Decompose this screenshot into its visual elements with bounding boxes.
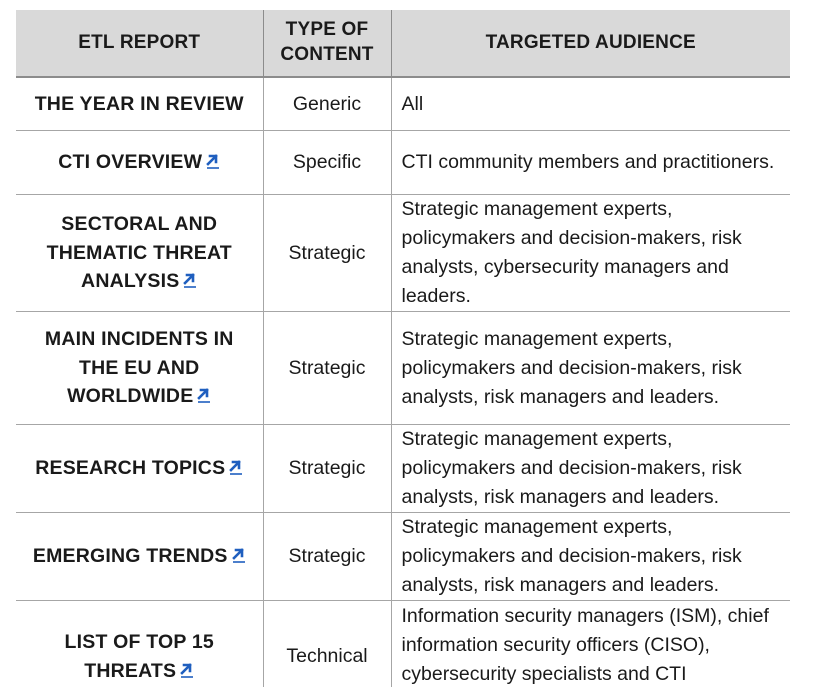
table-row: MAIN INCIDENTS IN THE EU AND WORLDWIDE S… bbox=[16, 311, 790, 425]
external-link-arrow-icon[interactable] bbox=[197, 387, 211, 404]
external-link-arrow-icon[interactable] bbox=[229, 459, 243, 476]
content-type-cell: Strategic bbox=[262, 424, 391, 513]
audience-cell: All bbox=[390, 77, 790, 131]
audience-cell: CTI community members and practitioners. bbox=[390, 130, 790, 195]
report-link[interactable]: CTI OVERVIEW bbox=[58, 151, 203, 174]
content-type-cell: Strategic bbox=[262, 512, 391, 601]
report-name-cell[interactable]: EMERGING TRENDS bbox=[16, 512, 263, 601]
report-link[interactable]: SECTORAL AND THEMATIC THREAT ANALYSIS bbox=[46, 213, 232, 293]
table-row: RESEARCH TOPICS Strategic Strategic mana… bbox=[16, 424, 790, 513]
report-link[interactable]: RESEARCH TOPICS bbox=[35, 457, 226, 480]
audience-cell: Strategic management experts, policymake… bbox=[390, 512, 790, 601]
report-name-cell[interactable]: LIST OF TOP 15 THREATS bbox=[16, 600, 263, 687]
etl-reports-table: ETL REPORT TYPE OF CONTENT TARGETED AUDI… bbox=[16, 10, 790, 687]
report-name-cell[interactable]: CTI OVERVIEW bbox=[16, 130, 263, 195]
audience-cell: Strategic management experts, policymake… bbox=[390, 311, 790, 425]
external-link-arrow-icon[interactable] bbox=[206, 153, 220, 170]
report-name-cell: THE YEAR IN REVIEW bbox=[16, 77, 263, 131]
report-link[interactable]: LIST OF TOP 15 THREATS bbox=[64, 631, 214, 682]
header-targeted-audience: TARGETED AUDIENCE bbox=[390, 10, 790, 77]
etl-reports-table-wrapper: ETL REPORT TYPE OF CONTENT TARGETED AUDI… bbox=[16, 10, 790, 687]
header-etl-report: ETL REPORT bbox=[16, 10, 263, 77]
table-row: LIST OF TOP 15 THREATS Technical Informa… bbox=[16, 600, 790, 687]
audience-cell: Information security managers (ISM), chi… bbox=[390, 600, 790, 687]
report-name-cell[interactable]: MAIN INCIDENTS IN THE EU AND WORLDWIDE bbox=[16, 311, 263, 425]
report-name: THE YEAR IN REVIEW bbox=[34, 92, 244, 115]
table-row: SECTORAL AND THEMATIC THREAT ANALYSIS St… bbox=[16, 194, 790, 312]
content-type-cell: Technical bbox=[262, 600, 391, 687]
content-type-cell: Strategic bbox=[262, 194, 391, 312]
report-name-cell[interactable]: RESEARCH TOPICS bbox=[16, 424, 263, 513]
report-name-cell[interactable]: SECTORAL AND THEMATIC THREAT ANALYSIS bbox=[16, 194, 263, 312]
table-row: EMERGING TRENDS Strategic Strategic mana… bbox=[16, 512, 790, 601]
content-type-cell: Specific bbox=[262, 130, 391, 195]
content-type-cell: Strategic bbox=[262, 311, 391, 425]
table-row: CTI OVERVIEW Specific CTI community memb… bbox=[16, 130, 790, 195]
report-link[interactable]: MAIN INCIDENTS IN THE EU AND WORLDWIDE bbox=[44, 328, 234, 408]
table-header-row: ETL REPORT TYPE OF CONTENT TARGETED AUDI… bbox=[16, 10, 790, 77]
content-type-cell: Generic bbox=[262, 77, 391, 131]
external-link-arrow-icon[interactable] bbox=[231, 547, 246, 564]
external-link-arrow-icon[interactable] bbox=[180, 662, 194, 678]
table-row: THE YEAR IN REVIEW Generic All bbox=[16, 77, 790, 131]
audience-cell: Strategic management experts, policymake… bbox=[390, 424, 790, 513]
external-link-arrow-icon[interactable] bbox=[183, 272, 197, 289]
audience-cell: Strategic management experts, policymake… bbox=[390, 194, 790, 312]
header-type-of-content: TYPE OF CONTENT bbox=[262, 10, 391, 77]
report-link[interactable]: EMERGING TRENDS bbox=[32, 545, 228, 568]
